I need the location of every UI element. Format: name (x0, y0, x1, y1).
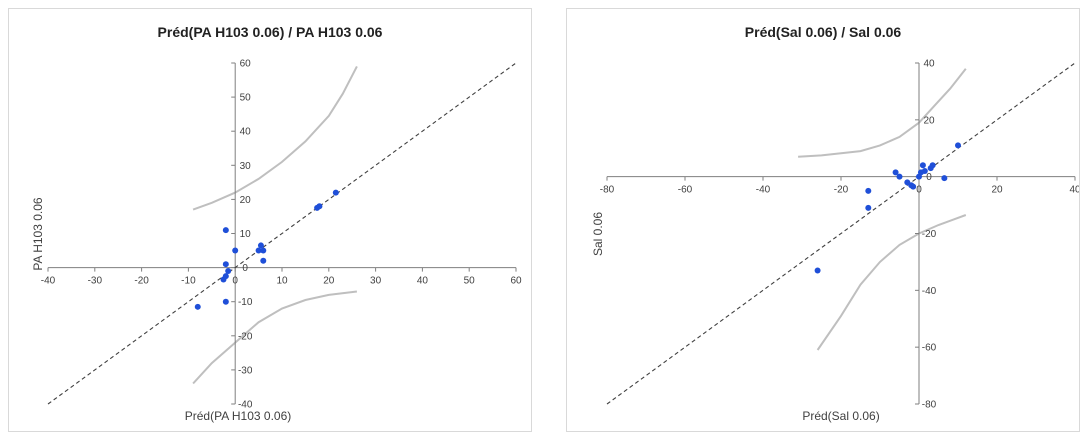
data-point (260, 257, 267, 264)
data-point (222, 273, 229, 280)
data-point (929, 162, 936, 169)
data-point (222, 261, 229, 268)
chart-title: Préd(Sal 0.06) / Sal 0.06 (744, 24, 902, 40)
x-tick-label: -60 (678, 185, 693, 196)
chart-panel-left: Préd(PA H103 0.06) / PA H103 0.06 -40 -30… (8, 8, 532, 432)
y-tick-label: 60 (240, 59, 252, 70)
y-axis-label: PA H103 0.06 (31, 197, 45, 270)
x-tick-label: -40 (756, 185, 771, 196)
x-tick-label: 0 (232, 276, 238, 287)
data-point (255, 247, 262, 254)
x-tick-label: 60 (510, 276, 522, 287)
data-point (896, 173, 903, 180)
x-tick-label: -10 (181, 276, 196, 287)
y-tick-label: -60 (922, 343, 937, 354)
chart-panel-right: Préd(Sal 0.06) / Sal 0.06 -80 -60 -40 -20 0 2… (566, 8, 1080, 432)
y-tick-label: -80 (922, 400, 937, 411)
y-tick-label: 0 (242, 263, 248, 274)
data-point (332, 189, 339, 196)
y-tick-label: 10 (240, 229, 252, 240)
chart-title: Préd(PA H103 0.06) / PA H103 0.06 (157, 24, 383, 40)
x-axis-label: Préd(Sal 0.06) (802, 409, 879, 423)
y-tick-label: 40 (240, 127, 252, 138)
data-point (222, 298, 229, 305)
data-point (225, 268, 232, 275)
upper-confidence-curve (798, 68, 967, 158)
x-tick-label: -80 (600, 185, 615, 196)
y-tick-label: 30 (240, 161, 252, 172)
x-tick-label: 30 (370, 276, 382, 287)
identity-diagonal-line (606, 62, 1076, 405)
y-tick-label: -40 (238, 400, 253, 411)
y-tick-label: -30 (238, 365, 253, 376)
x-tick-label: -40 (41, 276, 56, 287)
y-tick-label: 50 (240, 93, 252, 104)
x-tick-label: 0 (916, 185, 922, 196)
x-tick-label: 50 (464, 276, 476, 287)
data-point (257, 242, 264, 249)
x-tick-label: -20 (834, 185, 849, 196)
upper-confidence-curve (192, 65, 358, 211)
y-tick-label: -10 (238, 297, 253, 308)
x-tick-label: -30 (88, 276, 103, 287)
data-point (222, 227, 229, 234)
data-point (814, 267, 821, 274)
y-tick-label: 20 (923, 115, 935, 126)
x-tick-label: -20 (134, 276, 149, 287)
x-tick-label: 10 (276, 276, 288, 287)
y-tick-label: -20 (238, 331, 253, 342)
data-point (892, 169, 899, 176)
x-tick-label: 20 (991, 185, 1003, 196)
y-tick-label: 0 (926, 172, 932, 183)
lower-confidence-curve (816, 214, 967, 351)
data-point (941, 175, 948, 182)
data-point (194, 303, 201, 310)
x-tick-label: 20 (323, 276, 335, 287)
data-point (316, 203, 323, 210)
data-point (921, 167, 928, 174)
lower-confidence-curve (192, 290, 358, 385)
data-point (919, 162, 926, 169)
scatter-plot-pa-h103: -40 -30 -20 -10 0 10 20 30 40 50 60-40-30-20-10010… (31, 59, 522, 424)
x-tick-label: 40 (1069, 185, 1079, 196)
y-tick-label: 20 (240, 195, 252, 206)
data-point (232, 247, 239, 254)
y-tick-label: -20 (922, 229, 937, 240)
data-point (865, 187, 872, 194)
y-tick-label: -40 (922, 286, 937, 297)
y-tick-label: 40 (923, 59, 935, 70)
data-point (910, 183, 917, 190)
data-point (260, 247, 267, 254)
y-axis-label: Sal 0.06 (591, 212, 605, 256)
data-point (955, 142, 961, 149)
data-point (865, 204, 872, 211)
identity-diagonal-line (47, 62, 517, 405)
x-tick-label: 40 (417, 276, 429, 287)
x-axis-label: Préd(PA H103 0.06) (185, 409, 292, 423)
scatter-plot-sal: -80 -60 -40 -20 0 20 40 -80 -60 -40 -20 0 20 40 Préd(S… (591, 59, 1079, 424)
